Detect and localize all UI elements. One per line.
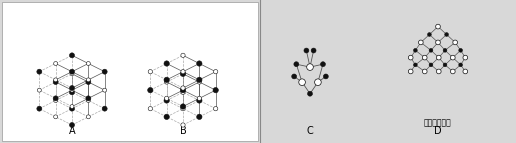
Circle shape — [429, 63, 433, 67]
Circle shape — [54, 99, 58, 103]
Circle shape — [311, 48, 316, 53]
Circle shape — [53, 96, 58, 101]
Circle shape — [413, 63, 417, 67]
Circle shape — [86, 99, 90, 103]
Circle shape — [181, 107, 185, 111]
Circle shape — [70, 86, 74, 91]
Circle shape — [324, 74, 328, 79]
Circle shape — [423, 69, 427, 74]
Circle shape — [70, 88, 74, 92]
Circle shape — [299, 79, 305, 86]
Circle shape — [70, 106, 74, 111]
Circle shape — [429, 48, 433, 52]
Circle shape — [437, 55, 441, 60]
Circle shape — [315, 79, 321, 86]
Circle shape — [86, 96, 91, 101]
Circle shape — [445, 33, 448, 36]
Circle shape — [181, 53, 185, 57]
Circle shape — [164, 77, 169, 83]
Circle shape — [197, 98, 202, 103]
Circle shape — [197, 61, 202, 66]
Circle shape — [181, 69, 185, 74]
Text: C: C — [307, 126, 313, 136]
Circle shape — [180, 104, 186, 109]
Circle shape — [436, 24, 440, 29]
Circle shape — [164, 61, 169, 66]
Circle shape — [197, 114, 202, 120]
Circle shape — [54, 115, 58, 119]
Circle shape — [320, 62, 326, 67]
Circle shape — [54, 61, 58, 65]
Circle shape — [86, 78, 90, 82]
Circle shape — [408, 55, 413, 60]
Circle shape — [148, 107, 152, 111]
Text: D: D — [434, 126, 442, 136]
Circle shape — [165, 80, 169, 84]
Circle shape — [197, 96, 201, 101]
Circle shape — [37, 88, 41, 92]
Circle shape — [214, 69, 218, 74]
Circle shape — [103, 88, 107, 92]
FancyBboxPatch shape — [2, 2, 258, 141]
Circle shape — [443, 63, 447, 67]
Circle shape — [213, 88, 218, 93]
Circle shape — [102, 69, 107, 74]
Circle shape — [463, 55, 467, 60]
Text: B: B — [180, 126, 186, 136]
Circle shape — [181, 86, 185, 90]
Circle shape — [54, 78, 58, 82]
Circle shape — [459, 48, 462, 52]
Circle shape — [197, 77, 202, 83]
Circle shape — [408, 69, 413, 74]
Circle shape — [70, 90, 74, 95]
Circle shape — [304, 48, 309, 53]
Circle shape — [418, 40, 423, 45]
Circle shape — [450, 55, 455, 60]
Circle shape — [70, 105, 74, 109]
Circle shape — [86, 115, 90, 119]
Circle shape — [428, 33, 431, 36]
Circle shape — [181, 90, 185, 95]
Circle shape — [308, 91, 313, 96]
Circle shape — [148, 88, 153, 93]
Circle shape — [180, 88, 186, 93]
Circle shape — [459, 63, 462, 67]
Circle shape — [37, 69, 42, 74]
Circle shape — [437, 69, 441, 74]
Circle shape — [164, 114, 169, 120]
Circle shape — [70, 69, 74, 74]
Circle shape — [37, 106, 42, 111]
Circle shape — [70, 123, 74, 128]
Circle shape — [70, 53, 74, 58]
Circle shape — [307, 64, 313, 70]
Circle shape — [102, 106, 107, 111]
Circle shape — [197, 80, 201, 84]
Circle shape — [86, 61, 90, 65]
Circle shape — [180, 71, 186, 77]
Circle shape — [294, 62, 299, 67]
Circle shape — [148, 69, 152, 74]
Circle shape — [436, 40, 440, 45]
Circle shape — [443, 48, 447, 52]
Circle shape — [292, 74, 297, 79]
Circle shape — [165, 96, 169, 101]
Circle shape — [86, 80, 91, 85]
Text: 空间网状结构: 空间网状结构 — [424, 118, 452, 127]
Circle shape — [53, 80, 58, 85]
Circle shape — [70, 72, 74, 76]
Circle shape — [413, 48, 417, 52]
Text: A: A — [69, 126, 75, 136]
Circle shape — [463, 69, 467, 74]
Circle shape — [423, 55, 427, 60]
Circle shape — [450, 69, 455, 74]
Circle shape — [214, 107, 218, 111]
Circle shape — [164, 98, 169, 103]
Circle shape — [453, 40, 458, 45]
Circle shape — [181, 123, 185, 127]
